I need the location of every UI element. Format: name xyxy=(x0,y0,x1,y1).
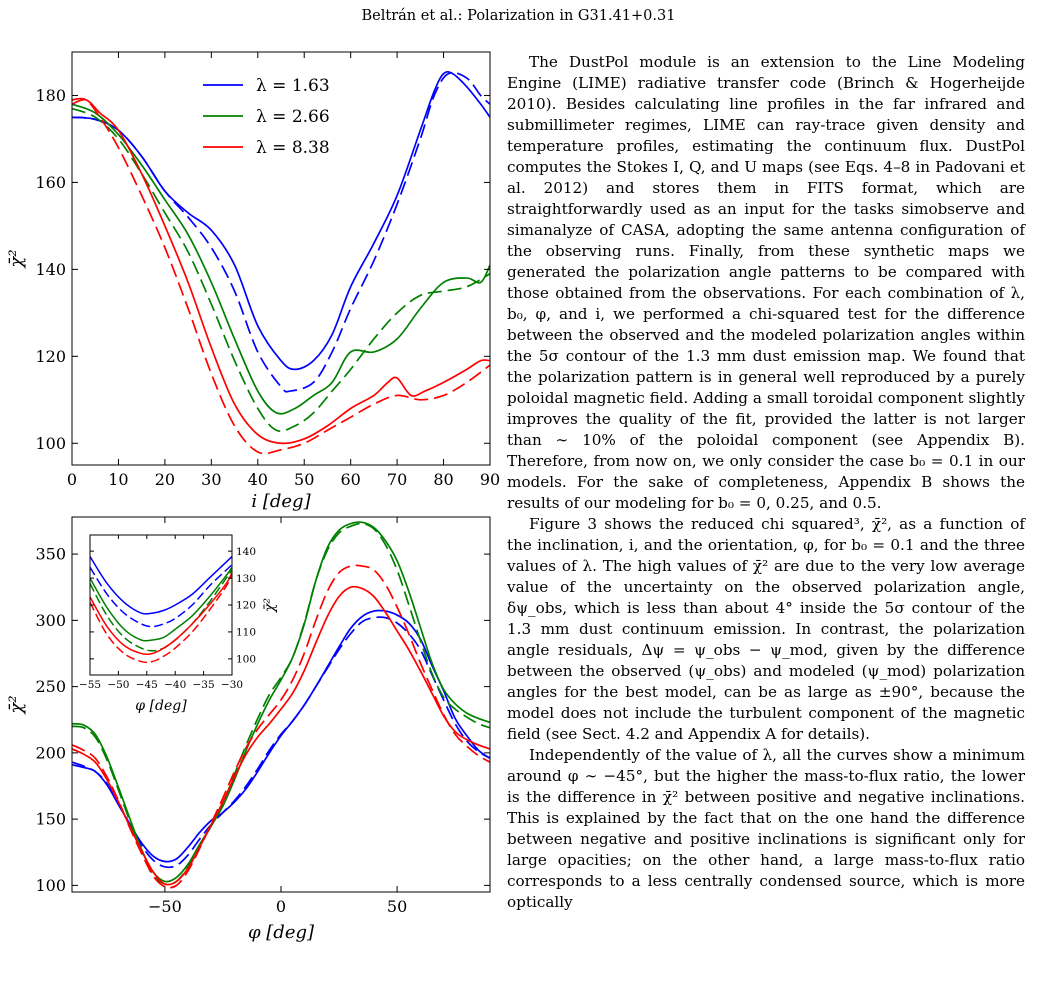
legend-label: λ = 1.63 xyxy=(256,76,330,96)
y-tick-label: 150 xyxy=(35,810,66,829)
y-tick-label: 120 xyxy=(236,600,256,612)
x-tick-label: 50 xyxy=(294,470,314,489)
panel-orientation-ticks: −50 0 50 100 150 200 250 300 350 xyxy=(35,517,490,916)
series-line-solid-1 xyxy=(72,70,490,371)
x-tick-label: 0 xyxy=(67,470,77,489)
legend: λ = 1.63 λ = 2.66 λ = 8.38 xyxy=(203,76,330,158)
y-tick-label: 200 xyxy=(35,743,66,762)
y-tick-label: 100 xyxy=(35,876,66,895)
series-line-solid-5 xyxy=(72,98,490,445)
x-tick-label: 30 xyxy=(201,470,221,489)
x-tick-label: 50 xyxy=(387,897,407,916)
paragraph-2: Figure 3 shows the reduced chi squared³,… xyxy=(507,515,1025,743)
panel-orientation-xlabel: φ [deg] xyxy=(248,922,315,943)
paragraph-1: The DustPol module is an extension to th… xyxy=(507,53,1025,512)
running-head: Beltrán et al.: Polarization in G31.41+0… xyxy=(361,8,676,24)
series-line-solid-5 xyxy=(72,585,490,886)
y-tick-label: 120 xyxy=(35,347,66,366)
y-tick-label: 300 xyxy=(35,611,66,630)
y-tick-label: 160 xyxy=(35,173,66,192)
panel-orientation-ylabel: χ̄² xyxy=(6,695,27,715)
panel-inclination-xlabel: i [deg] xyxy=(251,491,311,512)
panel-inclination: 0 10 20 30 40 50 60 70 80 90 100 120 140 160 180 i [deg… xyxy=(6,51,500,512)
panel-inset-xlabel: φ [deg] xyxy=(135,698,187,714)
y-tick-label: 110 xyxy=(236,627,256,639)
panel-inclination-ticks: 0 10 20 30 40 50 60 70 80 90 100 120 140 160 180 xyxy=(35,52,500,489)
x-tick-label: 90 xyxy=(480,470,500,489)
x-tick-label: 40 xyxy=(248,470,268,489)
series-line-solid-3 xyxy=(72,103,490,415)
panel-inclination-frame xyxy=(71,51,491,466)
panel-inset: −55 −50 −45 −40 −35 −30 100 110 120 130 140 φ [deg]… xyxy=(79,534,278,714)
body-text: The DustPol module is an extension to th… xyxy=(507,52,1025,913)
series-line-solid-1 xyxy=(90,555,232,615)
panel-inset-background xyxy=(90,535,232,675)
y-tick-label: 130 xyxy=(236,573,256,585)
y-tick-label: 100 xyxy=(236,654,256,666)
y-tick-label: 180 xyxy=(35,86,66,105)
y-tick-label: 100 xyxy=(35,434,66,453)
x-tick-label: −35 xyxy=(193,679,215,691)
x-tick-label: −55 xyxy=(79,679,101,691)
series-line-dashed-2 xyxy=(72,71,490,393)
x-tick-label: −45 xyxy=(136,679,158,691)
x-tick-label: 0 xyxy=(276,897,286,916)
x-tick-label: 10 xyxy=(108,470,128,489)
panel-inset-ylabel: χ̄² xyxy=(262,598,278,613)
x-tick-label: 70 xyxy=(387,470,407,489)
y-tick-label: 250 xyxy=(35,677,66,696)
x-tick-label: −30 xyxy=(221,679,243,691)
x-tick-label: 80 xyxy=(433,470,453,489)
x-tick-label: 20 xyxy=(155,470,175,489)
series-line-dashed-6 xyxy=(72,97,490,455)
series-line-solid-5 xyxy=(90,572,232,656)
x-tick-label: −40 xyxy=(164,679,186,691)
series-line-dashed-2 xyxy=(72,616,490,869)
series-line-dashed-6 xyxy=(72,564,490,889)
y-tick-label: 140 xyxy=(35,260,66,279)
series-line-solid-3 xyxy=(90,566,232,642)
panel-orientation-series xyxy=(72,521,490,889)
panel-inset-series xyxy=(90,555,232,664)
series-line-dashed-6 xyxy=(90,575,232,664)
x-tick-label: −50 xyxy=(148,897,182,916)
paragraph-3: Independently of the value of λ, all the… xyxy=(507,746,1025,911)
figure-3: 0 10 20 30 40 50 60 70 80 90 100 120 140 160 180 i [deg… xyxy=(6,51,500,943)
legend-label: λ = 8.38 xyxy=(256,138,330,158)
y-tick-label: 140 xyxy=(236,546,256,558)
x-tick-label: 60 xyxy=(340,470,360,489)
panel-inclination-ylabel: χ̄² xyxy=(6,249,27,269)
y-tick-label: 350 xyxy=(35,545,66,564)
legend-label: λ = 2.66 xyxy=(256,107,330,127)
panel-inset-ticks: −55 −50 −45 −40 −35 −30 100 110 120 130 140 xyxy=(79,535,256,691)
panel-inclination-series xyxy=(72,70,490,455)
panel-orientation: −50 0 50 100 150 200 250 300 350 φ [deg] χ̄² xyxy=(6,516,491,943)
x-tick-label: −50 xyxy=(107,679,129,691)
